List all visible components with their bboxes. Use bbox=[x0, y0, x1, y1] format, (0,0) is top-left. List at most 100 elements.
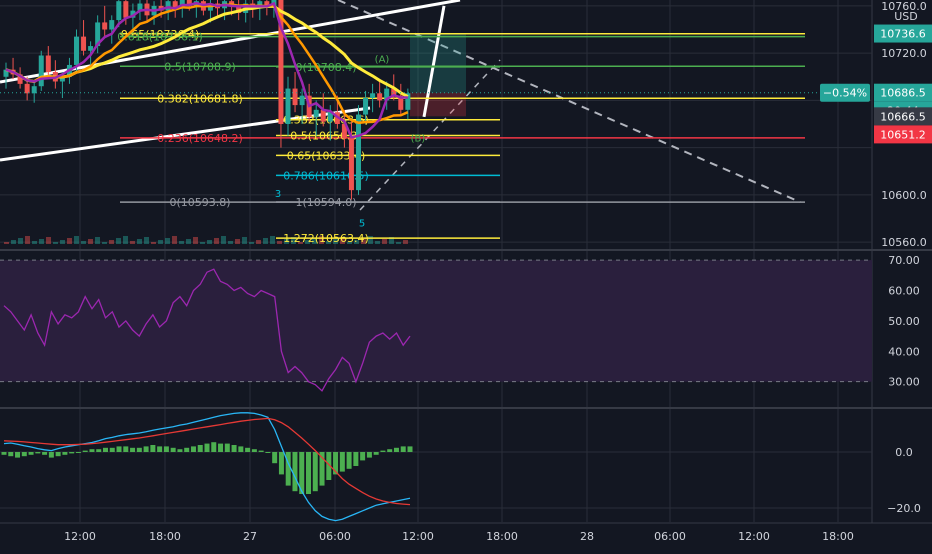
macd-histogram-bar bbox=[89, 449, 95, 452]
volume-bar bbox=[151, 242, 156, 244]
candle-body bbox=[172, 1, 178, 9]
rsi-tick-label: 30.00 bbox=[888, 376, 920, 389]
volume-bar bbox=[277, 241, 282, 244]
volume-bar bbox=[186, 239, 191, 244]
candle-body bbox=[123, 1, 129, 18]
volume-bar bbox=[165, 238, 170, 244]
fib-level-label: 0(10708.4) bbox=[295, 61, 356, 74]
fib-level-label: 0.382(10663.6) bbox=[283, 114, 369, 127]
macd-histogram-bar bbox=[109, 447, 115, 452]
position-loss-zone bbox=[410, 92, 466, 117]
candle-body bbox=[299, 95, 305, 106]
fib-level-label: 1(10594.0) bbox=[295, 196, 356, 209]
macd-histogram-bar bbox=[42, 452, 48, 455]
candle-body bbox=[95, 22, 101, 47]
volume-bar bbox=[95, 237, 100, 244]
volume-bar bbox=[123, 236, 128, 244]
price-axis[interactable]: 10760.0 10720.0 10600.0 10560.0 10736.6 −0.54… bbox=[820, 0, 932, 515]
volume-bar bbox=[228, 241, 233, 244]
candle-body bbox=[59, 76, 65, 82]
macd-histogram-bar bbox=[312, 452, 318, 492]
macd-histogram-bar bbox=[339, 452, 345, 472]
volume-bar bbox=[144, 237, 149, 244]
macd-histogram-bar bbox=[285, 452, 291, 486]
candle-body bbox=[24, 83, 30, 94]
time-axis[interactable]: 12:00 18:00 27 06:00 12:00 18:00 28 06:00 12:00 1… bbox=[64, 530, 854, 543]
price-badge-label: 10686.5 bbox=[880, 87, 926, 100]
macd-histogram-bar bbox=[116, 446, 122, 452]
wave-annotation: (A) bbox=[375, 55, 390, 66]
macd-histogram-bar bbox=[103, 447, 108, 452]
macd-histogram-bar bbox=[245, 447, 251, 452]
volume-bar bbox=[242, 237, 247, 244]
price-badge bbox=[874, 83, 932, 102]
volume-bar bbox=[396, 242, 401, 244]
price-pane[interactable]: 0.65(10736.4)0.618(10736.1)0.5(10708.9)0… bbox=[0, 0, 872, 245]
candle-body bbox=[391, 88, 397, 96]
macd-histogram-bar bbox=[75, 452, 81, 453]
macd-line bbox=[3, 412, 411, 522]
macd-histogram-bar bbox=[163, 446, 169, 452]
volume-bar bbox=[361, 238, 366, 244]
macd-histogram-bar bbox=[204, 443, 210, 452]
macd-histogram-bar bbox=[123, 446, 129, 452]
fib-level-label: 0(10593.8) bbox=[169, 196, 230, 209]
macd-histogram-bar bbox=[346, 452, 352, 469]
rsi-pane[interactable] bbox=[0, 259, 872, 392]
price-badge bbox=[874, 125, 932, 144]
macd-histogram-bar bbox=[333, 452, 339, 475]
price-badge-label: 10666.5 bbox=[880, 110, 926, 123]
macd-histogram-bar bbox=[1, 452, 7, 455]
dashed-projection bbox=[359, 59, 501, 211]
volume-bar bbox=[172, 236, 177, 244]
volume-bar bbox=[137, 239, 142, 244]
macd-histogram-bar bbox=[238, 446, 244, 452]
macd-histogram-bar bbox=[265, 452, 271, 453]
change-badge bbox=[820, 83, 870, 102]
price-badge-label: 10651.2 bbox=[880, 128, 926, 141]
volume-bar bbox=[235, 239, 240, 244]
candle-body bbox=[137, 3, 143, 11]
candle-body bbox=[398, 95, 404, 110]
macd-histogram-bar bbox=[190, 446, 196, 452]
macd-histogram-bar bbox=[319, 452, 325, 486]
candle-body bbox=[165, 1, 171, 11]
candle-body bbox=[327, 112, 333, 122]
volume-bar bbox=[382, 239, 387, 244]
fib-level-label: 1.272(10563.4) bbox=[283, 232, 369, 245]
rsi-tick-label: 40.00 bbox=[888, 345, 920, 358]
candle-body bbox=[109, 20, 115, 30]
macd-histogram-bar bbox=[35, 452, 41, 454]
candle-body bbox=[102, 22, 108, 30]
rsi-tick-label: 50.00 bbox=[888, 315, 920, 328]
macd-histogram-bar bbox=[55, 452, 61, 457]
macd-histogram-bar bbox=[400, 446, 406, 452]
candle-body bbox=[285, 88, 291, 124]
rsi-band bbox=[0, 260, 872, 382]
fib-level-label: 0.5(10708.9) bbox=[164, 60, 236, 73]
candle-body bbox=[341, 124, 347, 139]
candle-body bbox=[81, 36, 87, 51]
volume-bar bbox=[60, 240, 65, 244]
volume-bar bbox=[375, 241, 380, 244]
rsi-tick-label: 60.00 bbox=[888, 284, 920, 297]
macd-histogram-bar bbox=[292, 452, 298, 492]
fib-level-label: 0.65(10736.4) bbox=[121, 28, 200, 41]
volume-bar bbox=[305, 240, 310, 244]
macd-histogram-bar bbox=[28, 452, 34, 455]
volume-bar bbox=[193, 237, 198, 244]
candle-body bbox=[186, 0, 192, 6]
volume-bar bbox=[368, 236, 373, 244]
macd-histogram-bar bbox=[69, 452, 75, 454]
time-tick-label: 18:00 bbox=[149, 530, 181, 543]
volume-bar bbox=[102, 242, 107, 244]
volume-bar bbox=[25, 236, 30, 244]
time-tick-label: 06:00 bbox=[319, 530, 351, 543]
macd-histogram-bar bbox=[157, 446, 163, 452]
price-badge-label: 10736.6 bbox=[880, 28, 926, 41]
volume-bar bbox=[88, 239, 93, 244]
macd-pane[interactable] bbox=[1, 412, 413, 522]
macd-histogram-bar bbox=[62, 452, 68, 455]
